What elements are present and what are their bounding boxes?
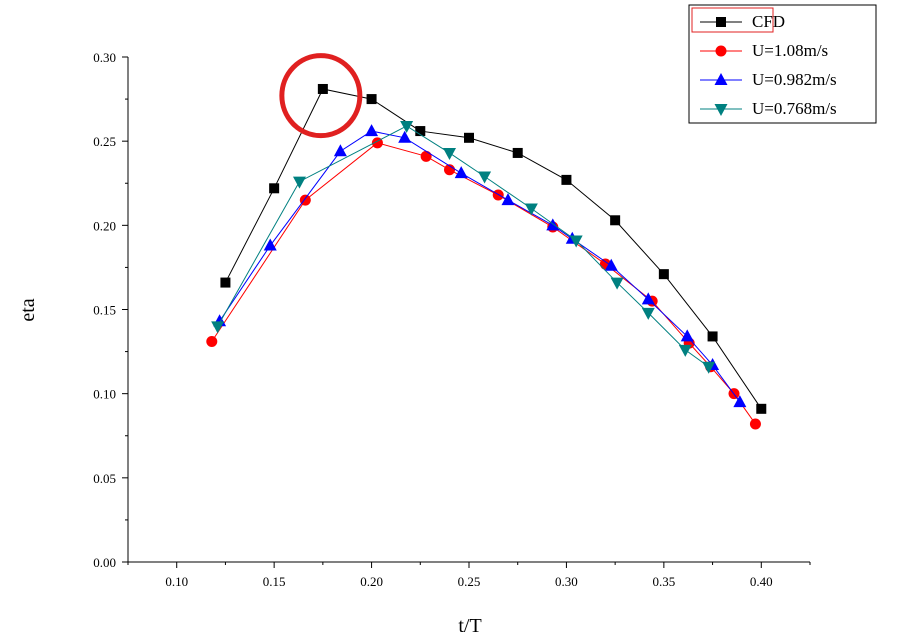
data-point (702, 361, 716, 374)
x-tick-label: 0.10 (165, 574, 188, 589)
legend-marker (716, 17, 726, 27)
axes: 0.10 0.15 0.20 0.25 0.30 0.35 0.40 0.00 0.05 0.10… (93, 50, 811, 589)
data-point (678, 344, 692, 357)
data-point (641, 307, 655, 320)
y-tick-label: 0.05 (93, 471, 116, 486)
x-tick-label: 0.30 (555, 574, 578, 589)
data-point (478, 171, 492, 184)
data-point (561, 174, 572, 185)
data-point (366, 94, 377, 105)
y-tick-label: 0.30 (93, 50, 116, 65)
data-point (365, 124, 379, 137)
legend-marker (715, 45, 727, 57)
data-point (610, 215, 621, 226)
data-point (269, 183, 280, 194)
data-point (610, 277, 624, 290)
data-point (524, 203, 538, 216)
y-tick-label: 0.00 (93, 555, 116, 570)
x-tick-label: 0.15 (263, 574, 286, 589)
highlight-circle (279, 53, 363, 139)
y-tick-label: 0.10 (93, 387, 116, 402)
data-point (464, 132, 474, 143)
data-point (501, 193, 515, 206)
annotation-layer (279, 53, 363, 139)
series-line (224, 88, 762, 410)
data-point (512, 147, 523, 158)
legend-label-u-1-08: U=1.08m/s (752, 41, 828, 60)
x-tick-label: 0.20 (360, 574, 383, 589)
data-point (680, 329, 694, 342)
data-point (658, 269, 669, 280)
data-point (263, 238, 277, 251)
x-tick-label: 0.40 (750, 574, 773, 589)
x-tick-label: 0.35 (652, 574, 675, 589)
data-point (211, 321, 225, 334)
data-point (333, 144, 347, 157)
data-point (454, 166, 468, 179)
data-point (604, 258, 618, 271)
x-tick-label: 0.25 (458, 574, 481, 589)
y-axis-title: eta (17, 298, 39, 321)
data-point (420, 150, 432, 162)
series-line (217, 125, 709, 368)
data-point (206, 335, 218, 347)
series-0 (220, 83, 767, 414)
data-point (292, 176, 306, 189)
legend-label-cfd: CFD (752, 12, 785, 31)
data-point (749, 418, 761, 430)
series-layer (206, 83, 767, 430)
legend-marker (714, 104, 728, 116)
series-3 (211, 121, 716, 374)
legend: CFD U=1.08m/s U=0.982m/s U=0.768m/s (688, 4, 877, 124)
x-axis-title: t/T (458, 615, 481, 637)
data-point (569, 235, 583, 248)
data-point (733, 395, 747, 408)
data-point (400, 121, 414, 134)
series-2 (213, 124, 747, 408)
legend-label-u-0-982: U=0.982m/s (752, 70, 837, 89)
data-point (415, 126, 426, 137)
data-point (317, 83, 328, 94)
y-tick-label: 0.15 (93, 303, 116, 318)
data-point (641, 292, 655, 305)
legend-label-u-0-768: U=0.768m/s (752, 99, 837, 118)
y-tick-label: 0.25 (93, 134, 116, 149)
y-tick-label: 0.20 (93, 218, 116, 233)
data-point (756, 403, 767, 414)
data-point (707, 331, 718, 342)
series-line (211, 142, 756, 425)
data-point (398, 130, 412, 143)
legend-highlight-box (691, 7, 774, 33)
data-point (443, 147, 457, 160)
data-point (220, 277, 231, 288)
legend-marker (714, 73, 728, 85)
